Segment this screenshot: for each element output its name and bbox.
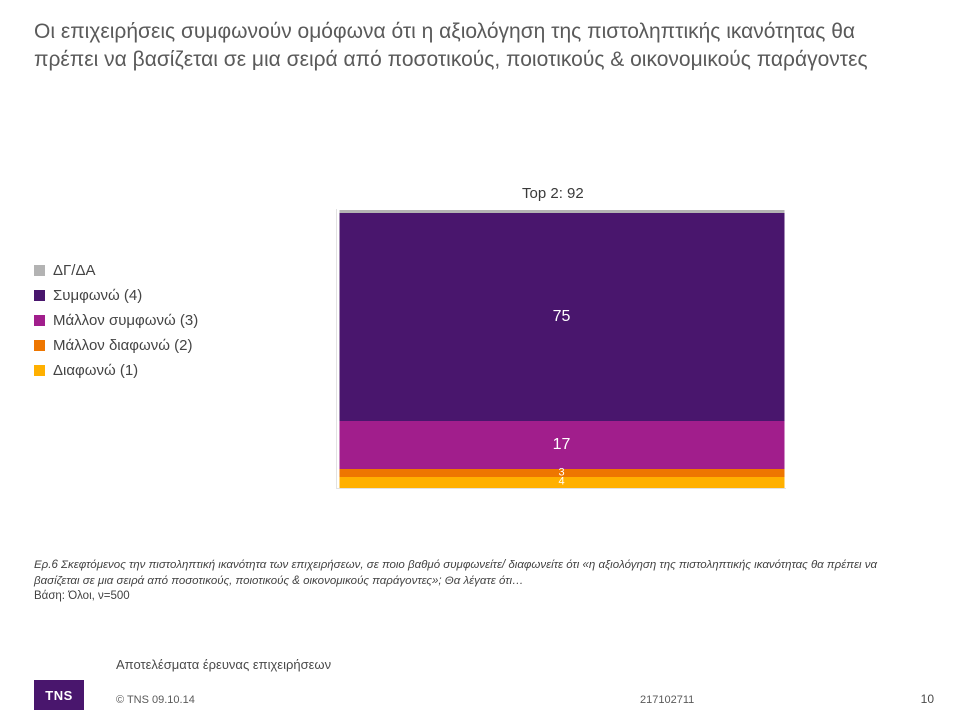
segment-value: 17 <box>553 436 571 454</box>
footer-subtitle: Αποτελέσματα έρευνας επιχειρήσεων <box>116 657 331 672</box>
segment-agree3: 17 <box>339 421 784 468</box>
legend-swatch <box>34 365 45 376</box>
base-text: Βάση: Όλοι, ν=500 <box>34 590 130 602</box>
page-title: Οι επιχειρήσεις συμφωνούν ομόφωνα ότι η … <box>34 18 914 75</box>
legend-label: ΔΓ/ΔΑ <box>53 262 95 279</box>
segment-value: 75 <box>553 308 571 326</box>
project-code: 217102711 <box>640 694 694 706</box>
legend-label: Μάλλον διαφωνώ (2) <box>53 337 192 354</box>
legend-swatch <box>34 340 45 351</box>
legend-item-dis2: Μάλλον διαφωνώ (2) <box>34 337 304 354</box>
segment-agree4: 75 <box>339 213 784 422</box>
tns-logo: TNS <box>34 680 84 710</box>
legend-swatch <box>34 265 45 276</box>
top2-label: Top 2: 92 <box>522 185 584 202</box>
bar-container: 75 17 3 4 <box>336 209 786 489</box>
chart-area: Top 2: 92 ΔΓ/ΔΑ Συμφωνώ (4) Μάλλον συμφω… <box>34 185 914 515</box>
copyright: © TNS 09.10.14 <box>116 694 195 706</box>
legend-item-dgda: ΔΓ/ΔΑ <box>34 262 304 279</box>
legend-label: Διαφωνώ (1) <box>53 362 138 379</box>
legend-swatch <box>34 290 45 301</box>
segment-dis1: 4 <box>339 477 784 488</box>
legend-item-dis1: Διαφωνώ (1) <box>34 362 304 379</box>
slide-page: Οι επιχειρήσεις συμφωνούν ομόφωνα ότι η … <box>0 0 960 716</box>
legend: ΔΓ/ΔΑ Συμφωνώ (4) Μάλλον συμφωνώ (3) Μάλ… <box>34 262 304 387</box>
legend-item-agree3: Μάλλον συμφωνώ (3) <box>34 312 304 329</box>
legend-label: Συμφωνώ (4) <box>53 287 142 304</box>
segment-value: 4 <box>558 477 564 488</box>
stacked-bar: 75 17 3 4 <box>339 210 784 488</box>
legend-item-agree4: Συμφωνώ (4) <box>34 287 304 304</box>
question-footnote: Ερ.6 Σκεφτόμενος την πιστοληπτική ικανότ… <box>34 558 924 605</box>
page-number: 10 <box>921 692 934 706</box>
footer: Αποτελέσματα έρευνας επιχειρήσεων TNS © … <box>0 668 960 716</box>
footnote-text: Ερ.6 Σκεφτόμενος την πιστοληπτική ικανότ… <box>34 559 877 587</box>
legend-label: Μάλλον συμφωνώ (3) <box>53 312 198 329</box>
legend-swatch <box>34 315 45 326</box>
